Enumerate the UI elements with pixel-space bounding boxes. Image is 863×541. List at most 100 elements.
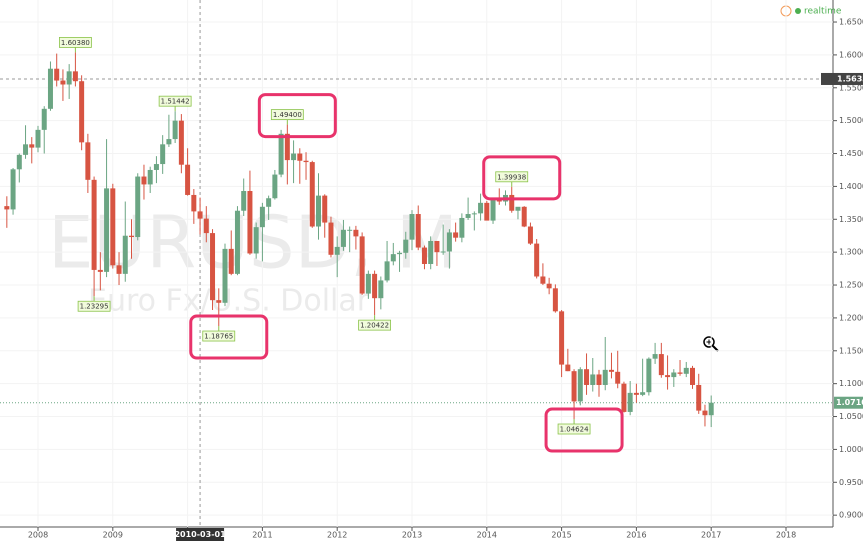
candle-body	[135, 176, 141, 238]
candle-body	[471, 213, 477, 215]
candle-body	[590, 374, 596, 385]
x-tick-label: 2011	[252, 531, 272, 540]
y-tick-label: 1.10000	[839, 379, 863, 388]
candle-body	[35, 129, 41, 148]
candle-body	[41, 108, 47, 130]
candle-body	[534, 243, 540, 277]
highlight-box	[544, 407, 624, 453]
crosshair-price-badge	[821, 72, 863, 85]
candle-body	[521, 206, 527, 227]
y-tick-label: 1.65000	[839, 18, 863, 27]
candle-body	[509, 194, 515, 211]
candle-body	[640, 392, 646, 395]
candle-body	[627, 392, 633, 412]
annotation-label: 1.23295	[80, 303, 109, 311]
candle-body	[683, 367, 689, 374]
candle-body	[66, 71, 72, 85]
highlight-box	[257, 93, 337, 139]
x-tick-label: 2008	[28, 531, 48, 540]
candle-body	[4, 206, 10, 210]
candle-body	[322, 195, 328, 223]
candle-body	[378, 280, 384, 299]
candle-body	[596, 374, 602, 385]
candle-body	[584, 369, 590, 385]
candle-body	[160, 144, 166, 165]
x-tick-label: 2018	[776, 531, 796, 540]
annotation-box	[557, 423, 591, 435]
y-tick-label: 0.95000	[839, 478, 863, 487]
candle-body	[621, 383, 627, 412]
x-tick-label: 2012	[327, 531, 347, 540]
candle-body	[577, 369, 583, 402]
candle-body	[291, 153, 297, 161]
y-tick-label: 1.25000	[839, 281, 863, 290]
candle-body	[540, 276, 546, 284]
y-tick-label: 1.40000	[839, 182, 863, 191]
candle-body	[97, 269, 103, 272]
annotation-box	[202, 330, 236, 342]
y-tick-label: 1.05000	[839, 412, 863, 421]
crosshair-date-label: 2010-03-01	[174, 530, 226, 539]
zoom-cursor	[703, 336, 719, 352]
annotation-label: 1.18765	[204, 333, 233, 341]
last-price-label: 1.07102	[836, 398, 863, 407]
candle-body	[141, 176, 147, 185]
watermark-title: EURUSD, M	[48, 201, 458, 285]
candle-body	[172, 120, 178, 140]
annotation-label: 1.51442	[161, 98, 190, 106]
candle-body	[390, 254, 396, 262]
candle-body	[571, 371, 577, 402]
highlight-box	[189, 314, 269, 360]
candle-body	[122, 235, 128, 274]
candle-body	[10, 169, 16, 210]
candle-body	[216, 300, 222, 303]
candle-body	[453, 232, 459, 238]
candle-body	[85, 142, 91, 180]
candle-body	[677, 372, 683, 374]
candle-body	[608, 369, 614, 372]
candle-body	[153, 164, 159, 170]
candle-body	[340, 229, 346, 247]
annotation-box	[158, 95, 192, 107]
candle-body	[253, 227, 259, 254]
candle-body	[191, 194, 197, 212]
candle-body	[446, 232, 452, 252]
y-tick-label: 1.30000	[839, 248, 863, 257]
candle-body	[241, 191, 247, 211]
candle-body	[234, 210, 240, 274]
y-tick-label: 1.60000	[839, 50, 863, 59]
candle-body	[272, 174, 278, 199]
annotation-box	[270, 109, 304, 120]
crosshair-date-badge	[176, 528, 225, 541]
x-tick-label: 2016	[626, 531, 646, 540]
candle-body	[527, 226, 533, 244]
candle-body	[665, 375, 671, 378]
candle-body	[129, 235, 134, 238]
y-tick-label: 1.15000	[839, 346, 863, 355]
candle-body	[403, 239, 409, 253]
candle-body	[259, 206, 265, 228]
candle-body	[671, 372, 677, 378]
annotation-label: 1.60380	[61, 39, 90, 47]
candle-body	[91, 179, 97, 270]
status-dot	[795, 8, 801, 14]
annotation-box	[495, 171, 529, 183]
candle-body	[16, 154, 22, 170]
candle-body	[559, 311, 565, 365]
candle-body	[690, 367, 695, 385]
candle-body	[465, 214, 471, 218]
candle-body	[116, 265, 122, 274]
last-price-badge	[834, 396, 863, 409]
candle-body	[565, 364, 571, 372]
candle-body	[47, 68, 53, 109]
candle-body	[602, 369, 608, 385]
x-tick-label: 2009	[103, 531, 123, 540]
candle-body	[409, 214, 415, 240]
candle-body	[104, 188, 110, 272]
candle-body	[359, 236, 365, 294]
candle-body	[708, 402, 714, 416]
candle-body	[696, 384, 702, 411]
candle-body	[658, 354, 664, 376]
candle-body	[316, 195, 321, 227]
candle-body	[147, 169, 153, 185]
